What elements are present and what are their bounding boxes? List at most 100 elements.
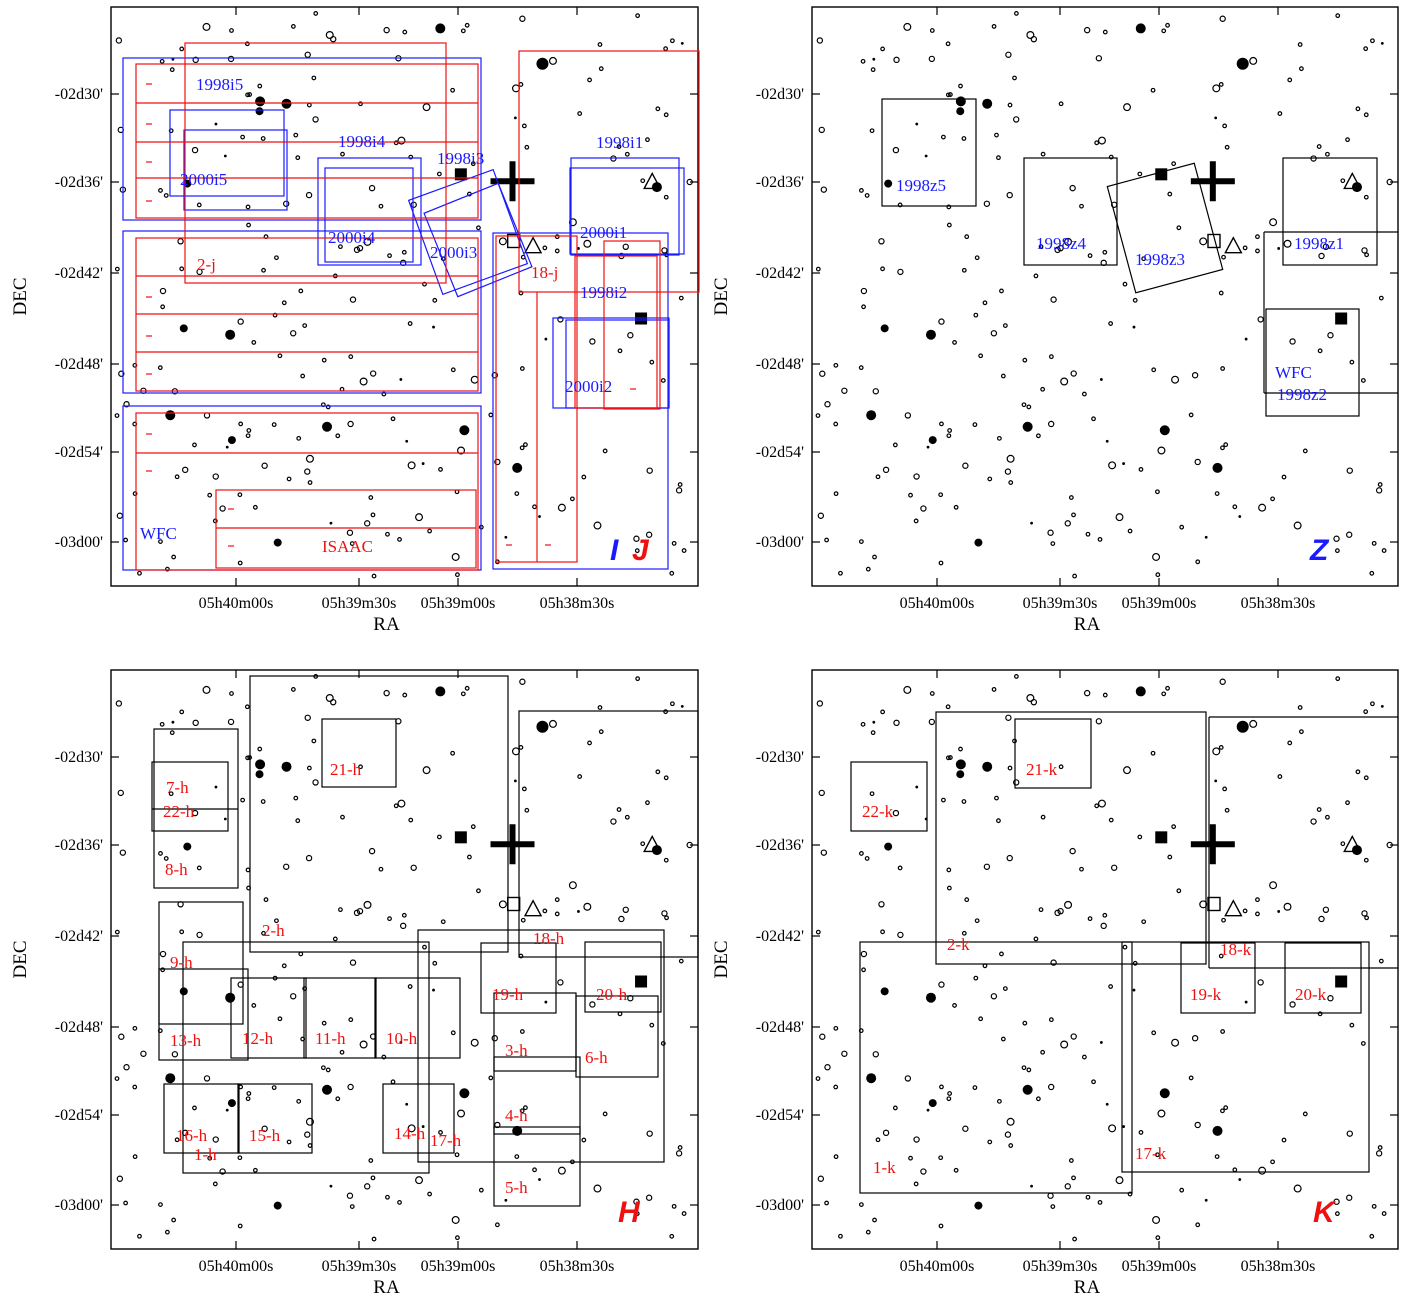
field-label: 1998i4 bbox=[338, 132, 386, 151]
field-outline bbox=[575, 995, 659, 1078]
field-label: 18-h bbox=[533, 929, 565, 948]
panel-frame bbox=[110, 669, 699, 1250]
x-tick-label: 05h39m30s bbox=[322, 1258, 397, 1275]
x-tick-label: 05h40m00s bbox=[199, 1258, 274, 1275]
panel-frame bbox=[110, 6, 699, 587]
field-label: WFC bbox=[1275, 363, 1312, 382]
panel-IJ: 05h40m00s 05h39m30s 05h39m00s 05h38m30s -02d… bbox=[10, 6, 699, 635]
band-label: I bbox=[610, 534, 619, 567]
field-label: 2-h bbox=[262, 921, 285, 940]
field-label: 1998i2 bbox=[580, 283, 627, 302]
panel-H-fields: 7-h 22-h 8-h 21-h 2-h 18-h 9-h 19-h 20-h 13-h 12-h… bbox=[151, 675, 699, 1229]
y-axis-title: DEC bbox=[711, 278, 732, 316]
field-label: 18-k bbox=[1220, 940, 1252, 959]
field-outline bbox=[493, 1126, 581, 1207]
x-tick-label: 05h39m00s bbox=[421, 1258, 496, 1275]
field-label: 16-h bbox=[176, 1126, 208, 1145]
panel-frame bbox=[811, 6, 1399, 587]
y-tick-label: -02d42' bbox=[55, 265, 103, 282]
y-tick-label: -02d48' bbox=[756, 1019, 804, 1036]
field-outline bbox=[881, 98, 977, 207]
field-label: 11-h bbox=[315, 1029, 346, 1048]
y-tick-label: -02d36' bbox=[55, 837, 103, 854]
field-label: 22-k bbox=[862, 802, 894, 821]
field-outline bbox=[850, 761, 928, 832]
field-label: 15-h bbox=[249, 1126, 281, 1145]
field-outline bbox=[1284, 942, 1362, 1014]
field-label: 2-j bbox=[197, 255, 216, 274]
field-label: 21-k bbox=[1026, 760, 1058, 779]
y-tick-label: -03d00' bbox=[756, 534, 804, 551]
x-tick-label: 05h39m30s bbox=[322, 595, 397, 612]
field-label: 2000i4 bbox=[328, 228, 376, 247]
field-label: WFC bbox=[140, 524, 177, 543]
field-outline bbox=[135, 412, 479, 571]
field-outline bbox=[518, 710, 699, 958]
field-label: 10-h bbox=[386, 1029, 418, 1048]
field-outline bbox=[407, 168, 529, 296]
field-outline bbox=[303, 977, 377, 1059]
field-outline bbox=[151, 761, 229, 832]
x-axis-title: RA bbox=[373, 614, 400, 635]
field-outline bbox=[122, 57, 482, 221]
field-outline bbox=[184, 42, 447, 284]
field-outline bbox=[1180, 942, 1256, 1014]
x-tick-label: 05h39m30s bbox=[1023, 1258, 1098, 1275]
field-outline bbox=[237, 1083, 313, 1154]
field-outline bbox=[518, 50, 700, 293]
field-outline bbox=[1265, 308, 1360, 417]
y-tick-label: -03d00' bbox=[756, 1197, 804, 1214]
field-label: ISAAC bbox=[322, 537, 373, 556]
field-outline bbox=[135, 63, 479, 219]
x-tick-label: 05h38m30s bbox=[1241, 1258, 1316, 1275]
field-outline bbox=[584, 941, 662, 1013]
x-tick-label: 05h38m30s bbox=[540, 1258, 615, 1275]
panel-K-fields: 22-k 21-k 2-k 18-k 19-k 20-k 1-k 17-k K bbox=[850, 711, 1398, 1229]
x-tick-label: 05h40m00s bbox=[900, 595, 975, 612]
y-tick-label: -02d48' bbox=[55, 356, 103, 373]
field-outline bbox=[158, 901, 244, 1025]
x-tick-label: 05h39m00s bbox=[421, 595, 496, 612]
x-axis-title: RA bbox=[1074, 1277, 1101, 1298]
field-outline bbox=[574, 255, 658, 409]
field-outline bbox=[169, 109, 285, 197]
x-tick-label: 05h38m30s bbox=[1241, 595, 1316, 612]
y-tick-label: -02d54' bbox=[55, 444, 103, 461]
field-outline bbox=[230, 977, 307, 1059]
y-tick-label: -02d36' bbox=[756, 174, 804, 191]
field-outline bbox=[317, 157, 422, 266]
field-outline bbox=[163, 1083, 240, 1154]
field-label: 1-k bbox=[873, 1158, 896, 1177]
y-axis-title: DEC bbox=[10, 941, 31, 979]
y-tick-label: -02d48' bbox=[55, 1019, 103, 1036]
field-outline bbox=[249, 675, 509, 953]
field-outline bbox=[321, 718, 397, 788]
x-axis-title: RA bbox=[373, 1277, 400, 1298]
field-outline bbox=[417, 929, 665, 1163]
field-outline bbox=[1282, 157, 1378, 266]
field-outline bbox=[1106, 162, 1224, 294]
field-label: 6-h bbox=[585, 1048, 608, 1067]
y-axis-title: DEC bbox=[10, 278, 31, 316]
field-outline bbox=[493, 1056, 581, 1135]
field-outline bbox=[122, 405, 482, 571]
panel-K: 05h40m00s 05h39m30s 05h39m00s 05h38m30s -02d… bbox=[711, 669, 1399, 1298]
y-tick-label: -02d54' bbox=[756, 444, 804, 461]
band-label: K bbox=[1313, 1196, 1337, 1229]
field-label: 20-h bbox=[596, 985, 628, 1004]
field-label: 3-h bbox=[505, 1041, 528, 1060]
y-tick-label: -02d54' bbox=[55, 1107, 103, 1124]
field-label: 20-k bbox=[1295, 985, 1327, 1004]
field-label: 5-h bbox=[505, 1178, 528, 1197]
field-outline bbox=[603, 240, 661, 410]
field-outline bbox=[382, 1083, 455, 1154]
field-label: 13-h bbox=[170, 1031, 202, 1050]
field-label: 1998z5 bbox=[896, 176, 946, 195]
field-outline bbox=[183, 129, 288, 211]
band-label: H bbox=[618, 1196, 641, 1229]
x-tick-label: 05h39m00s bbox=[1122, 595, 1197, 612]
field-outline bbox=[1121, 941, 1370, 1173]
y-tick-label: -02d48' bbox=[756, 356, 804, 373]
y-tick-label: -02d30' bbox=[55, 749, 103, 766]
field-outline bbox=[215, 489, 477, 569]
